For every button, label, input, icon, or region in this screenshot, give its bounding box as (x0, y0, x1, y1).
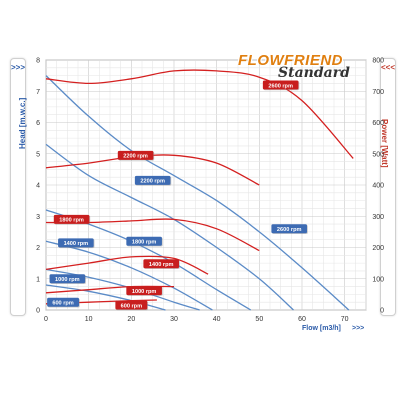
brand-logo: FLOWFRIEND Standard (238, 52, 358, 82)
power-rpm-badge (117, 150, 154, 160)
power-curve (45, 69, 354, 159)
chart-axes: 0 10 20 30 40 50 60 700123456780100200300400500… (36, 58, 384, 324)
expand-arrows-icon: >>> (11, 63, 26, 72)
power-axis-tab[interactable]: <<< Power [Watt] (380, 58, 396, 316)
y2-tick-label: 400 (372, 183, 384, 190)
head-rpm-badge (271, 224, 307, 234)
y-tick-label: 8 (36, 58, 40, 65)
y-tick-label: 0 (36, 308, 40, 315)
head-curve (45, 75, 350, 311)
x-tick-label: 0 (44, 316, 48, 323)
head-rpm-badge-text: 600 rpm (52, 300, 73, 306)
head-rpm-badge-text: 2600 rpm (277, 227, 302, 233)
y-tick-label: 1 (36, 276, 40, 283)
flow-axis-label: Flow [m3/h] (302, 325, 341, 332)
power-rpm-badge (126, 286, 162, 296)
y-tick-label: 7 (36, 89, 40, 96)
curve-labels: 600 rpm 1000 rpm 1400 rpm 1800 rpm 2200 rpm 2… (47, 80, 308, 311)
y2-tick-label: 0 (380, 308, 384, 315)
power-rpm-badge (53, 214, 90, 224)
y-tick-label: 6 (36, 120, 40, 127)
head-rpm-badge (47, 297, 80, 307)
y-tick-label: 4 (36, 183, 40, 190)
chart-grid (45, 59, 367, 311)
y-tick-label: 3 (36, 214, 40, 221)
y-tick-label: 5 (36, 151, 40, 158)
y2-tick-label: 200 (372, 245, 384, 252)
head-rpm-badge (49, 274, 86, 284)
x-tick-label: 30 (170, 316, 178, 323)
y-tick-label: 2 (36, 245, 40, 252)
y2-tick-label: 100 (372, 276, 384, 283)
power-rpm-badge (115, 300, 148, 310)
power-rpm-badge-text: 2600 rpm (268, 83, 293, 89)
x-tick-label: 70 (341, 316, 349, 323)
flow-axis-arrows[interactable]: >>> (352, 325, 365, 332)
head-curve (45, 284, 166, 311)
head-axis-tab[interactable]: >>> Head [m.w.c.] (10, 58, 27, 316)
power-rpm-badge-text: 600 rpm (121, 303, 142, 309)
head-rpm-badge-text: 1400 rpm (64, 241, 89, 247)
y2-tick-label: 700 (372, 89, 384, 96)
power-rpm-badge-text: 2200 rpm (123, 154, 148, 160)
x-tick-label: 50 (255, 316, 263, 323)
y2-tick-label: 600 (372, 120, 384, 127)
power-rpm-badge-text: 1800 rpm (59, 218, 84, 224)
power-rpm-badge-text: 1400 rpm (149, 262, 174, 268)
head-rpm-badge-text: 2200 rpm (140, 179, 165, 185)
y2-tick-label: 300 (372, 214, 384, 221)
head-rpm-badge (134, 175, 171, 185)
y2-tick-label: 500 (372, 151, 384, 158)
y2-tick-label: 800 (372, 58, 384, 65)
head-rpm-badge (58, 238, 94, 248)
expand-arrows-icon: <<< (381, 63, 396, 72)
x-tick-label: 20 (127, 316, 135, 323)
brand-name: FLOWFRIEND (238, 52, 343, 69)
head-rpm-badge-text: 1800 rpm (132, 240, 157, 246)
head-rpm-badge-text: 1000 rpm (55, 277, 80, 283)
power-rpm-badge (262, 80, 299, 90)
power-rpm-badge (143, 259, 179, 269)
head-rpm-badge (126, 236, 162, 246)
brand-edition: Standard (278, 65, 350, 81)
x-tick-label: 60 (298, 316, 306, 323)
power-rpm-badge-text: 1000 rpm (132, 289, 157, 295)
x-tick-label: 40 (213, 316, 221, 323)
x-tick-label: 10 (85, 316, 93, 323)
power-curve (45, 255, 209, 275)
head-curve (45, 240, 213, 311)
